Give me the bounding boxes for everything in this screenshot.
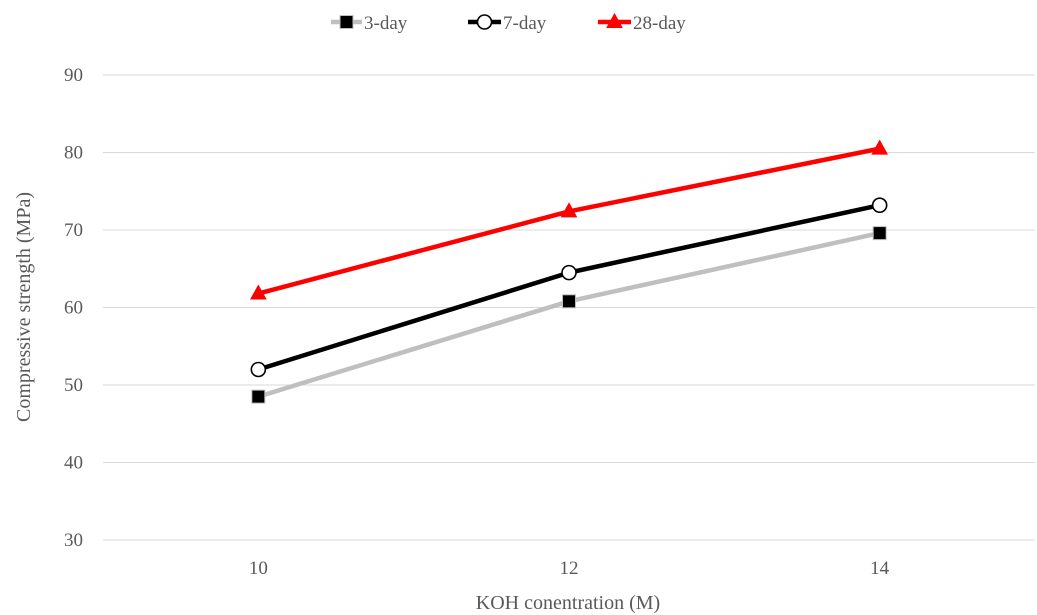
legend-marker: [476, 14, 493, 30]
series-7-day: [250, 197, 888, 378]
data-point-28-day: [871, 139, 889, 155]
legend-label: 3-day: [364, 13, 408, 34]
y-tick-label: 90: [64, 65, 83, 86]
y-tick-label: 80: [64, 143, 83, 164]
y-tick-label: 40: [64, 453, 83, 474]
y-tick-label: 60: [64, 298, 83, 319]
y-tick-label: 30: [64, 530, 83, 551]
gridlines: [103, 74, 1035, 541]
x-tick-label: 12: [560, 558, 579, 579]
series-28-day: [249, 139, 889, 300]
data-point-7-day: [561, 264, 577, 281]
legend-label: 28-day: [633, 13, 686, 34]
data-point-3-day: [872, 226, 887, 241]
legend-item-7-day: 7-day: [468, 13, 547, 34]
legend-label: 7-day: [503, 13, 547, 34]
legend: 3-day 7-day 28-day: [331, 12, 686, 34]
data-point-28-day: [560, 202, 578, 218]
x-tick-label: 10: [249, 558, 268, 579]
x-axis-ticks: 10 12 14: [249, 558, 890, 579]
data-point-3-day: [562, 294, 576, 309]
series-3-day: [251, 226, 887, 404]
legend-item-3-day: 3-day: [331, 13, 408, 34]
data-point-28-day: [249, 284, 267, 300]
data-point-7-day: [250, 361, 267, 378]
legend-marker: [339, 15, 354, 29]
data-point-3-day: [251, 389, 266, 404]
x-axis-title: KOH conentration (M): [476, 592, 660, 614]
legend-marker: [606, 12, 623, 28]
legend-item-28-day: 28-day: [598, 12, 686, 34]
data-point-7-day: [871, 197, 888, 213]
y-tick-label: 70: [64, 220, 83, 241]
y-axis-ticks: 30 40 50 60 70 80 90: [64, 65, 83, 551]
series-group: [249, 139, 889, 404]
x-tick-label: 14: [870, 558, 890, 579]
y-axis-title: Compressive strength (MPa): [13, 192, 35, 422]
series-line-3-day: [257, 230, 881, 399]
y-tick-label: 50: [64, 375, 83, 396]
